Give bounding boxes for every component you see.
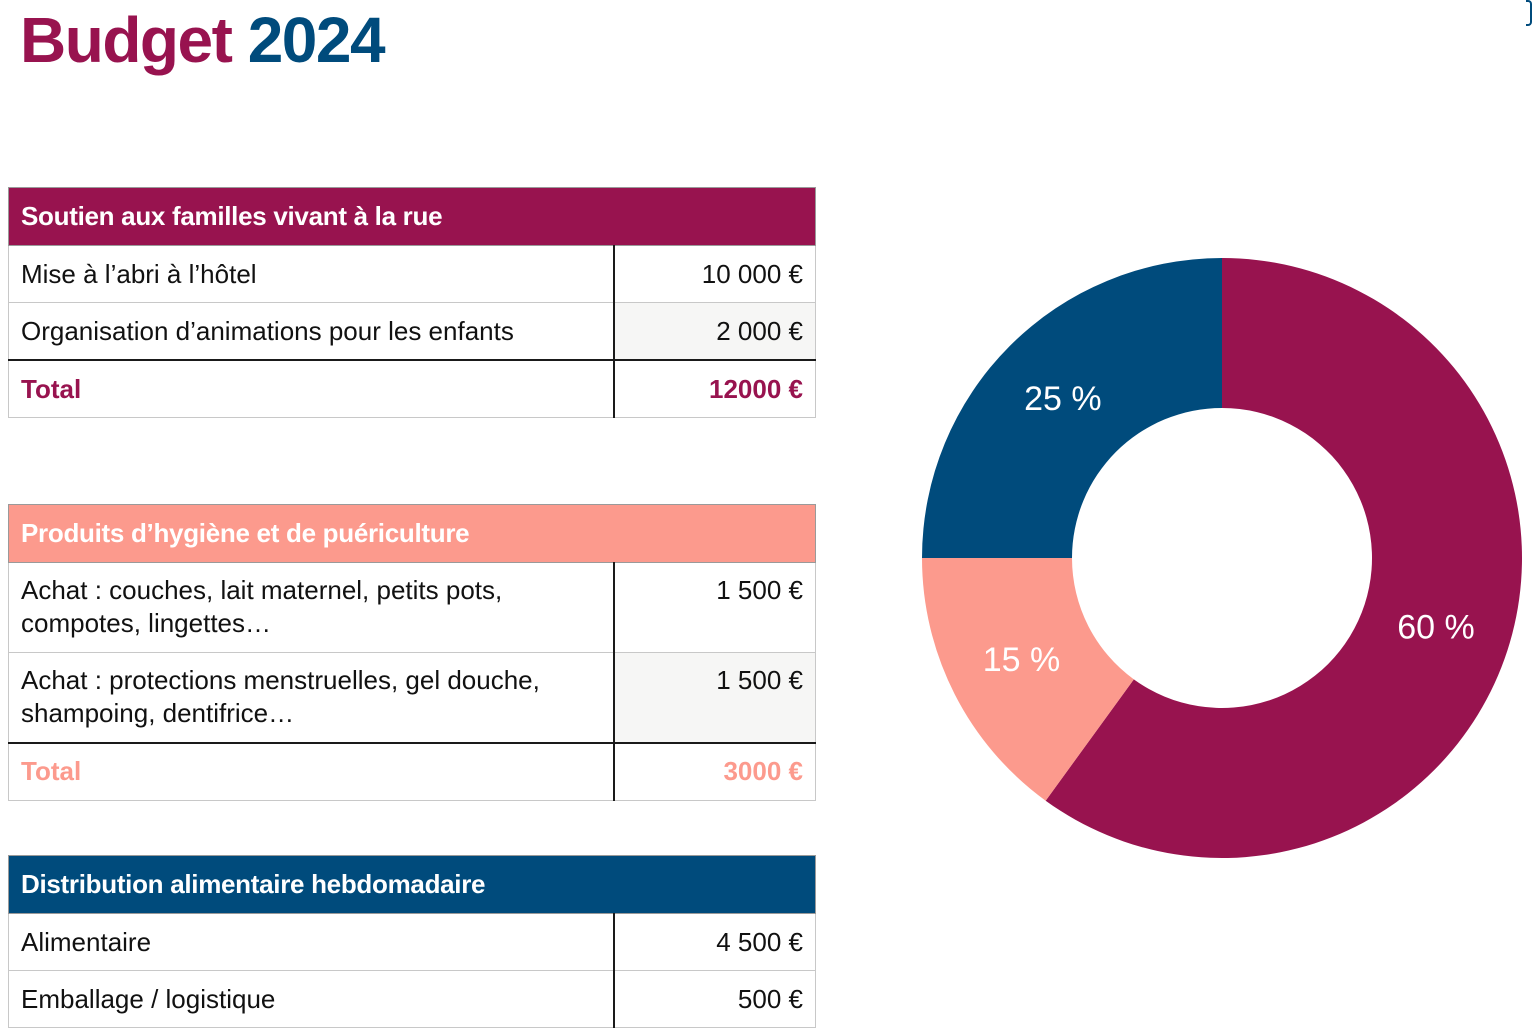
edge-mark: [1526, 0, 1532, 26]
total-row: Total 3000 €: [8, 741, 816, 801]
donut-chart: 60 % 15 % 25 %: [922, 258, 1522, 858]
budget-table-hygiene: Produits d’hygiène et de puériculture Ac…: [8, 504, 816, 801]
total-amount: 3000 €: [613, 741, 816, 801]
budget-table-food: Distribution alimentaire hebdomadaire Al…: [8, 855, 816, 1028]
slice-label: 25 %: [1024, 380, 1102, 418]
row-label: Mise à l’abri à l’hôtel: [8, 245, 615, 303]
title-word-budget: Budget: [20, 4, 233, 76]
row-label: Achat : protections menstruelles, gel do…: [8, 652, 615, 743]
table-header: Produits d’hygiène et de puériculture: [8, 504, 816, 563]
row-amount: 2 000 €: [613, 302, 816, 361]
donut-slice: [922, 558, 1134, 801]
donut-slice: [922, 258, 1222, 558]
title-word-year: 2024: [247, 4, 386, 76]
table-row: Achat : couches, lait maternel, petits p…: [8, 562, 816, 653]
table-row: Emballage / logistique 500 €: [8, 970, 816, 1028]
table-row: Mise à l’abri à l’hôtel 10 000 €: [8, 245, 816, 303]
page-title: Budget 2024: [20, 2, 386, 78]
table-header: Distribution alimentaire hebdomadaire: [8, 855, 816, 914]
row-label: Achat : couches, lait maternel, petits p…: [8, 562, 615, 653]
donut-slice: [1045, 258, 1522, 858]
budget-table-families: Soutien aux familles vivant à la rue Mis…: [8, 187, 816, 418]
row-amount: 4 500 €: [613, 913, 816, 971]
table-row: Achat : protections menstruelles, gel do…: [8, 652, 816, 743]
total-amount: 12000 €: [613, 359, 816, 418]
row-label: Alimentaire: [8, 913, 615, 971]
total-row: Total 12000 €: [8, 359, 816, 418]
slice-label: 60 %: [1397, 609, 1475, 647]
table-row: Organisation d’animations pour les enfan…: [8, 302, 816, 361]
row-amount: 10 000 €: [613, 245, 816, 303]
row-amount: 1 500 €: [613, 562, 816, 653]
total-label: Total: [8, 359, 615, 418]
table-row: Alimentaire 4 500 €: [8, 913, 816, 971]
row-label: Organisation d’animations pour les enfan…: [8, 302, 615, 361]
total-label: Total: [8, 741, 615, 801]
row-amount: 1 500 €: [613, 652, 816, 743]
row-label: Emballage / logistique: [8, 970, 615, 1028]
table-header: Soutien aux familles vivant à la rue: [8, 187, 816, 246]
row-amount: 500 €: [613, 970, 816, 1028]
slice-label: 15 %: [983, 641, 1061, 679]
